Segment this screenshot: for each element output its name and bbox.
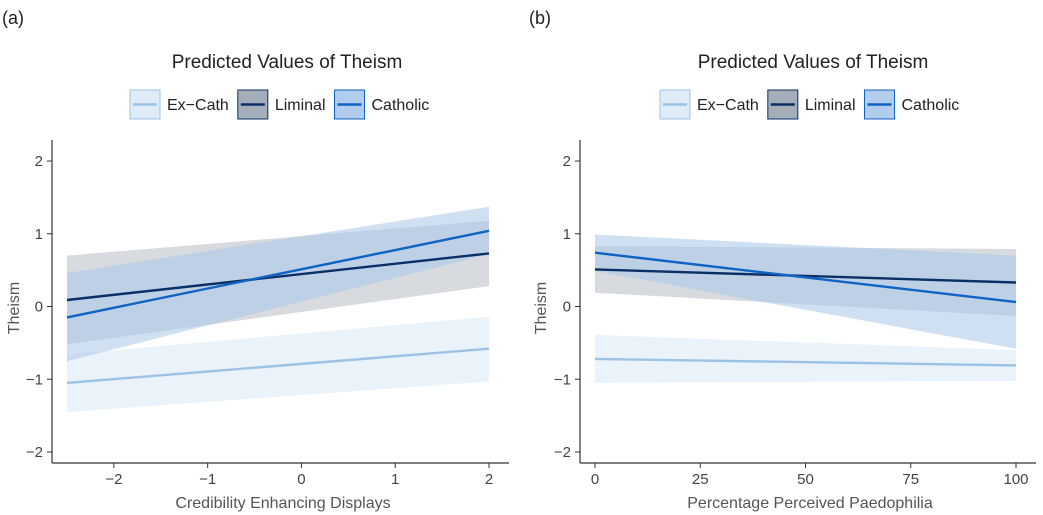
y-axis-label: Theism [6,282,23,334]
legend-item-0: Ex−Cath [659,89,759,120]
panel-b: (b) Predicted Values of Theism Ex−Cath Li… [529,8,1036,512]
legend-item-0: Ex−Cath [129,89,229,120]
x-tick-label: 0 [297,471,305,488]
legend: Ex−Cath Liminal Catholic [659,89,960,120]
legend-item-1: Liminal [237,89,326,120]
legend-item-2: Catholic [334,89,430,120]
y-tick-label: −1 [26,371,43,388]
y-tick-label: 2 [563,153,571,170]
series-line-1 [594,268,1017,284]
legend-label: Ex−Cath [167,97,229,114]
confidence-band-0 [67,316,489,412]
confidence-band-2 [67,206,489,362]
chart-title: Predicted Values of Theism [698,52,929,73]
x-tick-label: 1 [391,471,399,488]
series-line-2 [66,229,490,319]
series-line-0 [66,347,490,385]
y-tick-label: 0 [563,299,571,316]
x-tick-label: −1 [199,471,216,488]
x-tick-label: −2 [105,471,122,488]
x-tick-label: 75 [902,471,919,488]
legend-item-1: Liminal [767,89,856,120]
chart-title: Predicted Values of Theism [172,52,403,73]
y-tick-label: 1 [563,226,571,243]
x-tick-label: 0 [591,471,599,488]
y-tick-label: −1 [554,371,571,388]
legend: Ex−Cath Liminal Catholic [129,89,430,120]
legend-item-2: Catholic [864,89,960,120]
y-tick-label: 2 [35,153,43,170]
panel-label: (b) [529,8,551,28]
confidence-band-2 [595,234,1016,349]
series-line-2 [594,251,1017,304]
y-tick-label: 0 [35,299,43,316]
plot-area: −2 −1 0 1 2 −2 −1 0 1 2 [26,140,509,488]
confidence-band-0 [595,334,1016,383]
x-axis-label: Percentage Perceived Paedophilia [687,495,933,512]
legend-label: Liminal [275,97,326,114]
x-axis-label: Credibility Enhancing Displays [175,495,390,512]
x-tick-label: 100 [1003,471,1028,488]
y-tick-label: −2 [26,444,43,461]
x-tick-label: 25 [692,471,709,488]
series-line-0 [594,357,1017,367]
panel-a: (a) Predicted Values of Theism Ex−Cath Li… [2,8,509,512]
legend-label: Catholic [372,97,430,114]
y-tick-label: −2 [554,444,571,461]
y-axis-label: Theism [533,282,550,334]
panel-label: (a) [2,8,24,28]
legend-label: Catholic [902,97,960,114]
legend-label: Ex−Cath [697,97,759,114]
series-line-1 [66,252,490,302]
legend-label: Liminal [805,97,856,114]
y-tick-label: 1 [35,226,43,243]
x-tick-label: 2 [485,471,493,488]
plot-area: −2 −1 0 1 2 0 25 50 75 100 [554,140,1036,488]
x-tick-label: 50 [797,471,814,488]
